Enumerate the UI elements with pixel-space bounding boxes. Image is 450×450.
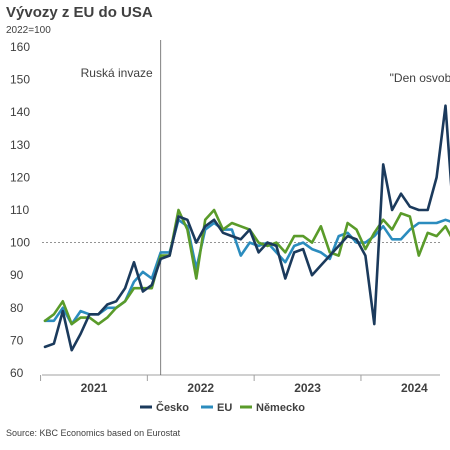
x-tick-label: 2022 xyxy=(187,381,214,395)
source-note: Source: KBC Economics based on Eurostat xyxy=(6,428,181,438)
chart-title: Vývozy z EU do USA xyxy=(6,4,153,21)
x-tick-label: 2024 xyxy=(401,381,428,395)
y-tick-label: 80 xyxy=(10,301,24,315)
chart-subtitle: 2022=100 xyxy=(6,25,51,36)
legend-label: EU xyxy=(217,402,232,414)
legend-label: Německo xyxy=(256,402,305,414)
series-line-cesko xyxy=(43,104,450,352)
y-tick-label: 150 xyxy=(10,73,30,87)
y-tick-label: 130 xyxy=(10,138,30,152)
legend-label: Česko xyxy=(156,401,189,414)
annotation-label: "Den osvobození" xyxy=(390,71,450,85)
y-tick-label: 120 xyxy=(10,170,30,184)
x-tick-label: 2023 xyxy=(294,381,321,395)
y-tick-label: 110 xyxy=(10,203,29,217)
y-tick-label: 60 xyxy=(10,366,24,380)
y-tick-label: 160 xyxy=(10,40,30,54)
y-tick-label: 70 xyxy=(10,333,24,347)
y-tick-label: 140 xyxy=(10,105,30,119)
series-line-nemecko xyxy=(43,208,450,326)
y-tick-label: 90 xyxy=(10,268,24,282)
x-tick-label: 2021 xyxy=(81,381,108,395)
annotation-label: Ruská invaze xyxy=(81,66,153,80)
y-tick-label: 100 xyxy=(10,236,30,250)
